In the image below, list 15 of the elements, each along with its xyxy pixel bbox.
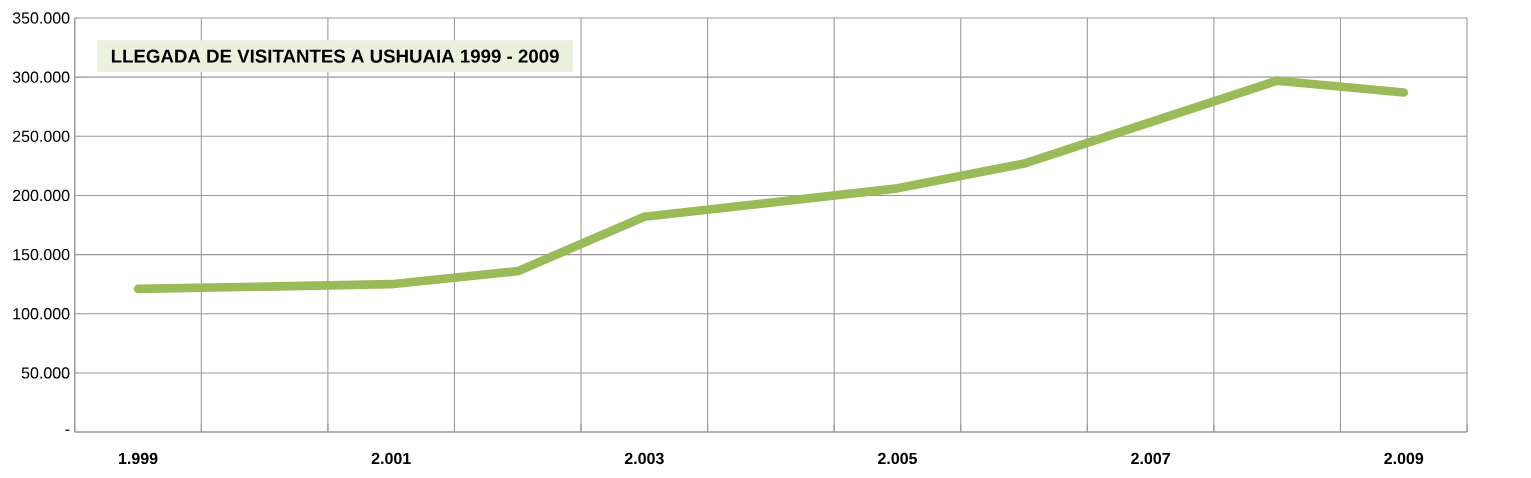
y-tick-label: 300.000 [12, 71, 70, 83]
y-tick-label: 250.000 [12, 130, 70, 142]
y-tick-label: 50.000 [21, 367, 70, 379]
y-tick-label: 100.000 [13, 308, 70, 320]
y-tick-label: 150.000 [13, 248, 70, 261]
x-tick-label: 2.003 [624, 452, 664, 465]
x-tick-label: 2.009 [1384, 452, 1424, 465]
text: LLEGADA DE VISITANTES A USHUAIA 1999 - 2009 [111, 49, 559, 63]
x-tick-label: 1.999 [119, 452, 158, 465]
y-tick-label: 350.000 [12, 12, 70, 24]
y-tick-label: 200.000 [12, 189, 70, 202]
y-tick-label: - [65, 429, 70, 431]
x-tick-label: 2.007 [1131, 452, 1170, 465]
x-tick-label: 2.005 [878, 452, 918, 465]
x-tick-label: 2.001 [371, 452, 411, 465]
